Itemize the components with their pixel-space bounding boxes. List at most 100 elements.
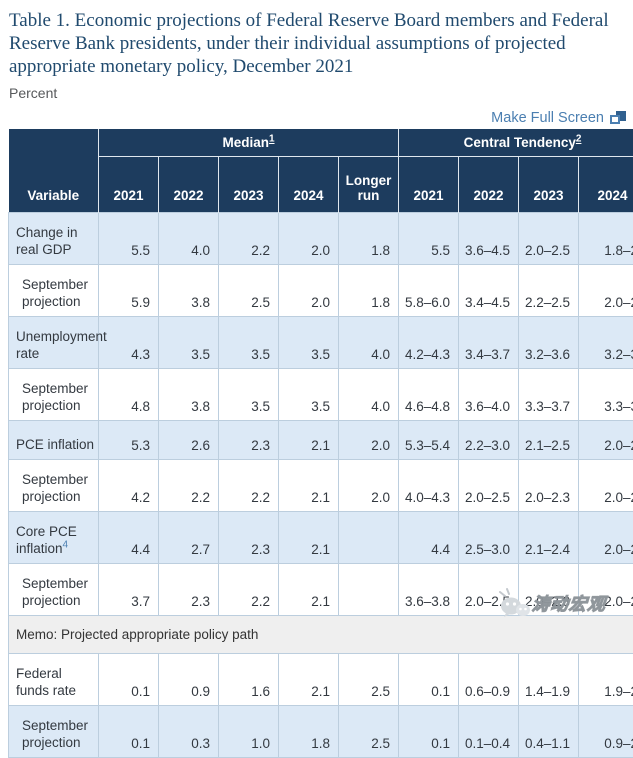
projections-table: Variable Median1 Central Tendency2 2021 … [8,129,633,758]
row-label: PCE inflation [9,421,99,460]
cell: 5.5 [399,213,459,265]
cell: 2.0–2 [579,512,633,564]
table-row-september-projection: September projection 5.9 3.8 2.5 2.0 1.8… [9,265,633,317]
cell: 2.1 [279,564,339,616]
footnote-link-2[interactable]: 2 [576,134,582,145]
column-header-median-2024: 2024 [279,157,339,213]
cell: 2.5–3.0 [459,512,519,564]
cell: 2.0–2.3 [519,460,579,512]
cell: 1.6 [219,654,279,706]
cell: 0.1 [399,706,459,758]
row-label: September projection [9,460,99,512]
cell: 3.5 [159,317,219,369]
cell: 3.6–4.0 [459,369,519,421]
row-label: Core PCE inflation4 [9,512,99,564]
footnote-link-4[interactable]: 4 [63,540,69,551]
cell: 3.2–3 [579,317,633,369]
cell: 2.2 [219,564,279,616]
group-header-median: Median1 [99,129,399,157]
cell: 2.1–2.5 [519,421,579,460]
table-row-core-pce-inflation: Core PCE inflation4 4.4 2.7 2.3 2.1 4.4 … [9,512,633,564]
make-full-screen-label: Make Full Screen [491,110,604,126]
cell: 2.0–2.3 [519,564,579,616]
cell: 2.0 [339,460,399,512]
cell: 4.4 [399,512,459,564]
cell: 1.0 [219,706,279,758]
cell: 3.3–3 [579,369,633,421]
cell: 1.8 [339,213,399,265]
cell: 2.6 [159,421,219,460]
cell: 2.1 [279,421,339,460]
make-full-screen-button[interactable]: Make Full Screen [0,110,626,126]
cell: 0.1 [99,654,159,706]
row-label: September projection [9,369,99,421]
cell: 2.2–3.0 [459,421,519,460]
cell: 2.5 [219,265,279,317]
cell: 0.1 [99,706,159,758]
table-row-pce-inflation: PCE inflation 5.3 2.6 2.3 2.1 2.0 5.3–5.… [9,421,633,460]
cell: 2.5 [339,654,399,706]
cell: 5.3 [99,421,159,460]
cell: 4.4 [99,512,159,564]
cell: 3.5 [279,317,339,369]
cell: 3.6–3.8 [399,564,459,616]
cell: 5.9 [99,265,159,317]
cell [339,564,399,616]
cell: 0.9–2 [579,706,633,758]
cell: 2.0 [279,213,339,265]
row-label: September projection [9,265,99,317]
cell: 0.1 [399,654,459,706]
cell: 0.9 [159,654,219,706]
cell: 2.0–2.5 [519,213,579,265]
cell: 4.8 [99,369,159,421]
footnote-link-1[interactable]: 1 [269,134,275,145]
cell: 3.5 [279,369,339,421]
unit-label: Percent [9,85,633,101]
cell: 2.2 [219,460,279,512]
cell: 4.6–4.8 [399,369,459,421]
cell: 2.1 [279,654,339,706]
table-row-unemployment-rate: Unemployment rate 4.3 3.5 3.5 3.5 4.0 4.… [9,317,633,369]
cell: 2.0–2.5 [459,564,519,616]
cell [339,512,399,564]
fullscreen-icon [609,111,626,125]
cell: 4.0 [339,369,399,421]
cell: 2.0–2.5 [459,460,519,512]
cell: 2.2 [159,460,219,512]
cell: 2.2 [219,213,279,265]
table-row-change-in-real-gdp: Change in real GDP 5.5 4.0 2.2 2.0 1.8 5… [9,213,633,265]
cell: 4.0 [159,213,219,265]
table-row-september-projection: September projection 3.7 2.3 2.2 2.1 3.6… [9,564,633,616]
cell: 0.3 [159,706,219,758]
cell: 1.9–2 [579,654,633,706]
cell: 2.3 [219,421,279,460]
row-label: September projection [9,564,99,616]
group-header-central-tendency: Central Tendency2 [399,129,633,157]
cell: 3.6–4.5 [459,213,519,265]
column-header-ct-2024: 2024 [579,157,633,213]
table-row-september-projection: September projection 4.2 2.2 2.2 2.1 2.0… [9,460,633,512]
table-row-federal-funds-rate: Federal funds rate 0.1 0.9 1.6 2.1 2.5 0… [9,654,633,706]
cell: 4.0 [339,317,399,369]
cell: 2.3 [219,512,279,564]
table-row-september-projection: September projection 0.1 0.3 1.0 1.8 2.5… [9,706,633,758]
cell: 2.1 [279,512,339,564]
cell: 0.1–0.4 [459,706,519,758]
cell: 1.8 [279,706,339,758]
cell: 0.4–1.1 [519,706,579,758]
cell: 2.0 [279,265,339,317]
cell: 3.8 [159,265,219,317]
cell: 2.0–2 [579,421,633,460]
page: { "page": { "title": "Table 1. Economic … [0,9,633,648]
cell: 3.4–3.7 [459,317,519,369]
table-row-september-projection: September projection 4.8 3.8 3.5 3.5 4.0… [9,369,633,421]
cell: 2.0–2 [579,265,633,317]
memo-label: Memo: Projected appropriate policy path [9,616,633,654]
column-header-median-2021: 2021 [99,157,159,213]
cell: 1.4–1.9 [519,654,579,706]
column-header-ct-2023: 2023 [519,157,579,213]
cell: 2.1 [279,460,339,512]
row-label: Change in real GDP [9,213,99,265]
cell: 3.5 [219,317,279,369]
column-header-ct-2022: 2022 [459,157,519,213]
